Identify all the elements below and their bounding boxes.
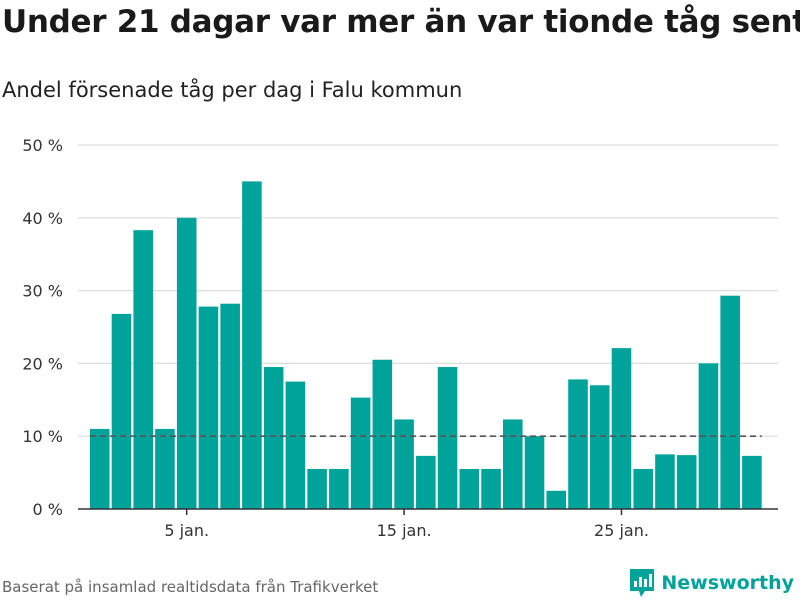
chart-subtitle: Andel försenade tåg per dag i Falu kommu…	[2, 78, 463, 102]
bar-chart: 0 % 10 % 20 % 30 % 40 % 50 % 5 jan. 15 jan. 25 j…	[22, 136, 778, 540]
y-tick-label: 40 %	[22, 209, 63, 228]
bar	[655, 454, 675, 509]
bar	[155, 428, 175, 509]
bar	[176, 217, 197, 510]
bar	[633, 468, 653, 509]
bar	[329, 468, 349, 509]
bar	[503, 419, 523, 509]
bar	[285, 381, 306, 509]
bar	[111, 313, 132, 509]
bar	[198, 306, 219, 509]
y-tick-label: 20 %	[22, 354, 63, 373]
bar	[372, 359, 393, 509]
bar	[524, 436, 545, 509]
bar	[242, 181, 262, 509]
bar	[720, 295, 740, 509]
bar	[546, 490, 567, 509]
x-tick-label: 15 jan.	[377, 521, 432, 540]
bar	[698, 363, 719, 509]
bar	[437, 367, 458, 509]
bar	[220, 303, 240, 509]
bar	[416, 455, 436, 509]
bar	[568, 379, 588, 509]
brand-name: Newsworthy	[661, 572, 794, 594]
y-tick-label: 50 %	[22, 136, 63, 155]
source-note: Baserat på insamlad realtidsdata från Tr…	[2, 578, 379, 596]
y-tick-label: 30 %	[22, 282, 63, 301]
bar	[263, 367, 284, 509]
brand-logo: Newsworthy	[629, 568, 794, 598]
bar	[481, 468, 501, 509]
bar-chart-bubble-icon	[630, 569, 655, 597]
bar	[350, 397, 371, 509]
bar	[742, 455, 762, 509]
bar	[89, 428, 110, 509]
x-tick-label: 5 jan.	[164, 521, 209, 540]
bar	[133, 230, 153, 509]
y-tick-label: 0 %	[33, 500, 63, 519]
bar	[676, 455, 697, 509]
bar	[394, 419, 414, 509]
bar	[307, 468, 327, 509]
bar	[611, 348, 632, 509]
x-tick-label: 25 jan.	[594, 521, 649, 540]
chart-title: Under 21 dagar var mer än var tionde tåg…	[2, 4, 800, 40]
bar	[589, 385, 610, 509]
y-tick-label: 10 %	[22, 427, 63, 446]
bar	[459, 468, 480, 509]
